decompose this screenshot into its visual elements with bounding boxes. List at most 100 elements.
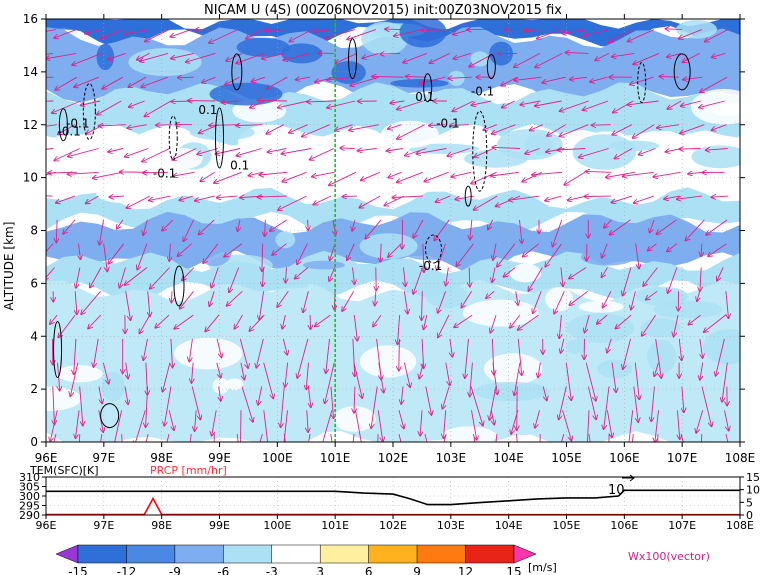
legend-temperature: TEM(SFC)[K] xyxy=(29,464,99,477)
wind-vector xyxy=(514,362,521,396)
wind-vector xyxy=(216,362,221,378)
wind-vector xyxy=(214,171,242,183)
wind-vector xyxy=(423,243,424,273)
wind-vector xyxy=(701,243,702,257)
wind-vector xyxy=(219,386,221,401)
wind-vector xyxy=(667,52,682,57)
shading-patch xyxy=(487,227,531,237)
wind-vector xyxy=(278,100,309,108)
wind-vector xyxy=(680,149,701,150)
contour-label: 0.1 xyxy=(198,103,217,117)
shading-patch xyxy=(212,377,229,394)
wind-vector xyxy=(699,100,725,108)
shading-patch xyxy=(189,124,255,141)
wind-vector xyxy=(191,386,200,420)
wind-vector xyxy=(454,314,473,327)
wind-vector xyxy=(399,338,400,371)
wind-vector xyxy=(492,124,516,134)
colorbar-tick-label: -6 xyxy=(217,565,229,575)
y-axis-label: ALTITUDE [km] xyxy=(2,222,16,311)
colorbar-tick-label: -12 xyxy=(117,565,137,575)
wind-vector xyxy=(612,195,633,203)
wind-vector xyxy=(241,410,242,442)
wind-vector xyxy=(216,338,221,358)
wind-vector xyxy=(688,172,703,174)
wind-vector xyxy=(539,434,541,442)
wind-vector xyxy=(354,386,355,413)
wind-vector xyxy=(712,124,727,131)
wind-vector xyxy=(180,291,194,308)
wind-vector xyxy=(143,172,168,173)
wind-vector xyxy=(282,148,312,154)
contour-line xyxy=(53,320,63,378)
shading-patch xyxy=(653,300,723,319)
wind-vector xyxy=(606,171,635,177)
sub-x-tick-label: 97E xyxy=(93,519,114,532)
wind-vector xyxy=(285,362,288,387)
wind-vector xyxy=(313,30,332,32)
wind-vector xyxy=(209,291,215,306)
wind-vector xyxy=(516,291,518,305)
wind-vector xyxy=(646,290,658,299)
wind-vector xyxy=(634,362,639,400)
wind-vector xyxy=(701,386,712,427)
wind-vector xyxy=(263,410,269,442)
shading-patch xyxy=(578,300,624,313)
wind-vector xyxy=(135,410,146,442)
shading-patch xyxy=(566,339,588,354)
wind-vector xyxy=(425,386,432,415)
wind-vector xyxy=(525,148,540,154)
wind-vector xyxy=(200,171,216,181)
wind-vector xyxy=(668,100,682,109)
wind-vector xyxy=(388,243,402,257)
x-tick-label: 98E xyxy=(150,451,173,465)
wind-vector xyxy=(97,100,122,115)
wind-vector xyxy=(195,195,215,201)
wind-vector xyxy=(101,29,123,39)
wind-vector xyxy=(178,243,192,256)
wind-vector xyxy=(683,77,703,79)
wind-vector xyxy=(561,338,565,353)
colorbar-box xyxy=(126,544,176,564)
sub-x-tick-label: 105E xyxy=(553,519,581,532)
wind-vector xyxy=(657,124,680,128)
wind-vector xyxy=(488,219,494,230)
wind-vector xyxy=(403,362,410,388)
wind-vector xyxy=(246,29,262,39)
shading-patch xyxy=(464,149,528,168)
wind-vector xyxy=(171,29,192,37)
wind-vector xyxy=(404,267,406,287)
y-tick-label: 14 xyxy=(23,65,38,79)
wind-vector xyxy=(272,243,287,255)
wind-vector xyxy=(146,362,148,395)
wind-vector xyxy=(125,291,131,320)
shading-patch xyxy=(236,37,290,57)
shading-patch xyxy=(676,20,717,39)
x-tick-label: 97E xyxy=(92,451,115,465)
wind-vector xyxy=(705,29,729,42)
wind-vector xyxy=(470,362,473,397)
wind-vector xyxy=(229,267,240,293)
wind-vector xyxy=(340,148,355,149)
wind-vector xyxy=(434,219,450,241)
wind-vector xyxy=(289,29,313,42)
wind-vector xyxy=(297,243,308,265)
shading-patch xyxy=(275,231,296,249)
wind-vector xyxy=(217,196,238,198)
wind-vector xyxy=(74,76,100,87)
wind-vector xyxy=(283,434,286,442)
wind-vector xyxy=(149,195,171,200)
contour-label: -0.1 xyxy=(66,116,89,130)
contour-labels: -0.1-0.10.10.1-0.10.1 -0.1-0.1-0.1 xyxy=(57,85,494,274)
wind-vector xyxy=(361,171,380,180)
wind-vector xyxy=(678,410,680,439)
wind-vector xyxy=(530,124,543,131)
wind-vector xyxy=(533,291,542,313)
wind-vector xyxy=(163,362,171,392)
wind-vector xyxy=(50,314,58,324)
wind-vector xyxy=(514,76,542,80)
sub-right-tick-label: 0 xyxy=(746,509,753,522)
wind-vector xyxy=(726,291,729,318)
wind-vector xyxy=(258,196,287,197)
